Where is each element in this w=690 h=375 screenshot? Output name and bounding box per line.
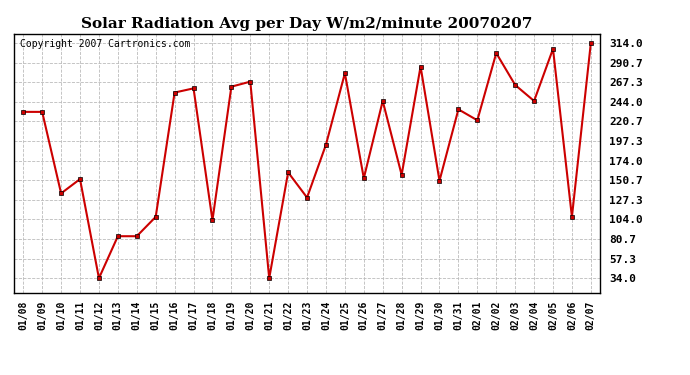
Title: Solar Radiation Avg per Day W/m2/minute 20070207: Solar Radiation Avg per Day W/m2/minute … bbox=[81, 17, 533, 31]
Text: Copyright 2007 Cartronics.com: Copyright 2007 Cartronics.com bbox=[19, 39, 190, 49]
